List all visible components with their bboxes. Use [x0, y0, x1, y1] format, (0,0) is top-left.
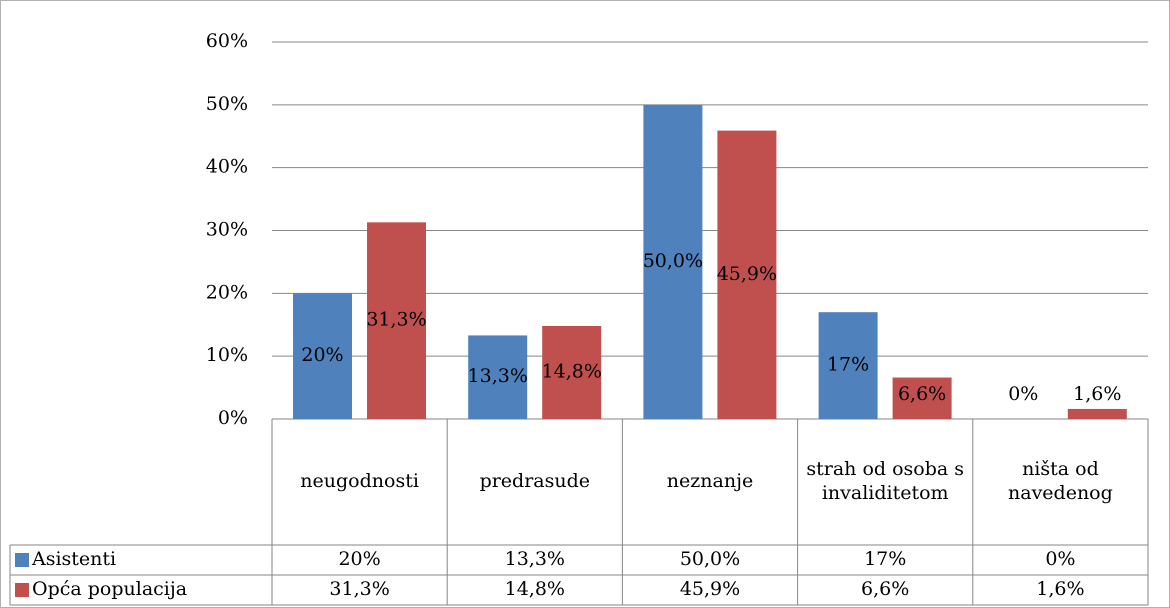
legend-label: Asistenti: [31, 548, 116, 570]
y-tick-label: 60%: [206, 30, 248, 52]
data-label: 1,6%: [1073, 383, 1121, 405]
bar: [643, 104, 703, 419]
bar: [293, 293, 352, 419]
y-tick-label: 40%: [206, 156, 248, 178]
x-tick-line: predrasude: [480, 470, 590, 492]
x-tick-line: ništa od: [1022, 458, 1099, 480]
x-tick-label: strah od osoba s invaliditetom: [806, 458, 964, 504]
bar: [468, 335, 528, 419]
data-label: 20%: [301, 344, 343, 366]
bar: [892, 377, 952, 419]
bar: [542, 326, 602, 419]
bar: [1067, 408, 1127, 419]
x-tick-line: invaliditetom: [822, 482, 949, 504]
data-label: 17%: [827, 354, 869, 376]
y-tick-label: 50%: [206, 93, 248, 115]
table-cell: 1,6%: [1036, 578, 1084, 600]
bar: [367, 222, 426, 419]
x-tick-line: neznanje: [667, 470, 753, 492]
table-cell: 45,9%: [680, 578, 740, 600]
table-cell: 31,3%: [329, 578, 389, 600]
x-tick-line: neugodnosti: [300, 470, 419, 492]
table-cell: 50,0%: [680, 548, 740, 570]
bar: [818, 312, 878, 419]
y-tick-label: 10%: [206, 344, 248, 366]
table-cell: 17%: [864, 548, 906, 570]
legend-key: [15, 583, 29, 597]
data-label: 50,0%: [643, 250, 703, 272]
x-tick-label: ništa od navedenog: [1008, 458, 1113, 504]
bar: [717, 130, 777, 419]
data-label: 0%: [1008, 383, 1038, 405]
table-cell: 6,6%: [861, 578, 909, 600]
data-label: 13,3%: [468, 365, 528, 387]
legend-label: Opća populacija: [32, 578, 187, 600]
data-label: 14,8%: [542, 361, 602, 383]
data-label: 45,9%: [717, 263, 777, 285]
data-label: 31,3%: [366, 309, 426, 331]
table-cell: 0%: [1045, 548, 1075, 570]
y-tick-label: 30%: [206, 219, 248, 241]
table-cell: 20%: [338, 548, 380, 570]
x-tick-line: strah od osoba s: [806, 458, 964, 480]
legend-key: [15, 553, 29, 567]
x-tick-label: neznanje: [667, 470, 753, 492]
x-tick-line: navedenog: [1008, 482, 1113, 504]
data-label: 6,6%: [898, 383, 946, 405]
x-tick-label: neugodnosti: [300, 470, 419, 492]
y-tick-label: 20%: [206, 281, 248, 303]
table-cell: 13,3%: [505, 548, 565, 570]
y-tick-label: 0%: [218, 407, 248, 429]
table-cell: 14,8%: [505, 578, 565, 600]
x-tick-label: predrasude: [480, 470, 590, 492]
